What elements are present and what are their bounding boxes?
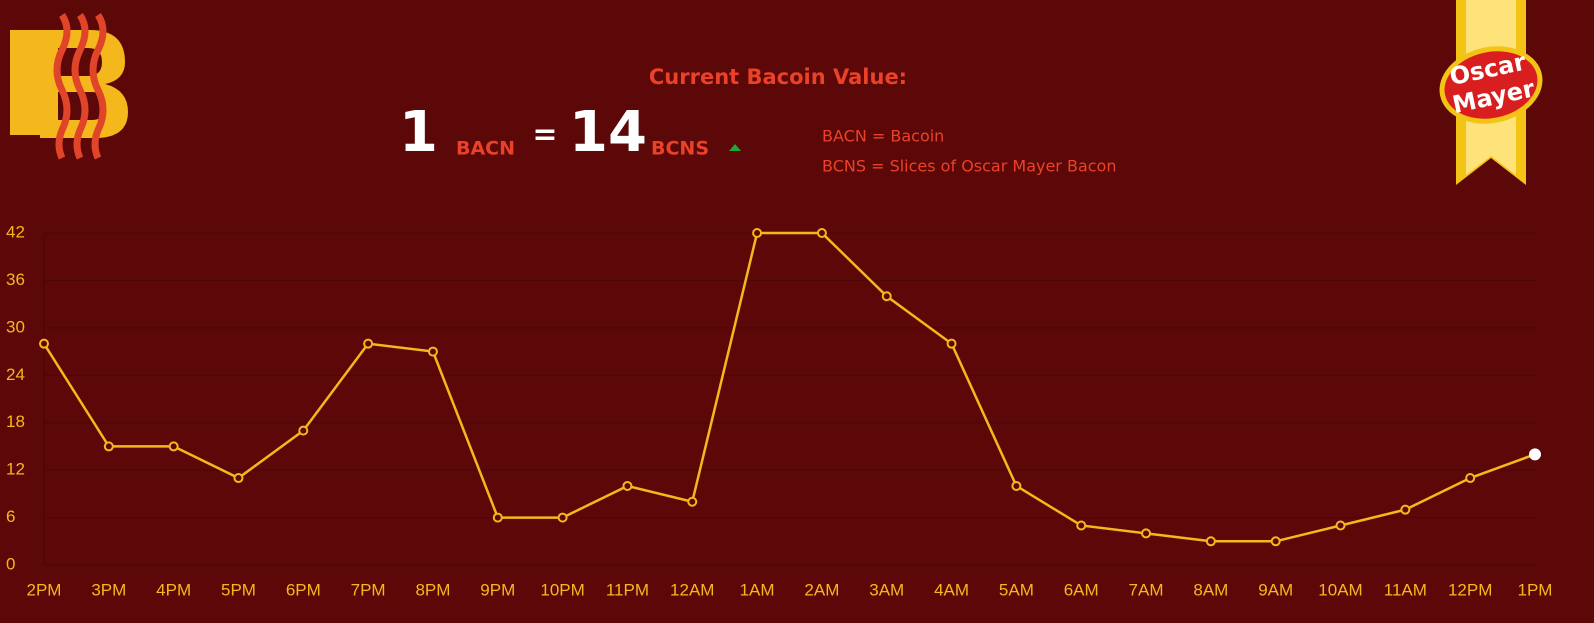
x-tick-label: 4AM — [934, 580, 969, 599]
y-tick-label: 42 — [6, 222, 25, 241]
bacoin-logo — [10, 13, 128, 160]
data-point — [946, 338, 957, 349]
x-tick-label: 9PM — [480, 580, 515, 599]
oscar-mayer-logo: Oscar Mayer — [1439, 0, 1543, 185]
data-point — [427, 346, 438, 357]
data-point — [1141, 528, 1152, 539]
x-tick-label: 1AM — [740, 580, 775, 599]
data-point — [298, 425, 309, 436]
x-tick-label: 8PM — [415, 580, 450, 599]
data-point — [39, 338, 49, 349]
x-tick-label: 2AM — [804, 580, 839, 599]
x-tick-label: 2PM — [27, 580, 62, 599]
x-tick-label: 3AM — [869, 580, 904, 599]
data-point — [1335, 520, 1346, 531]
data-point — [752, 228, 763, 238]
x-tick-label: 10PM — [540, 580, 584, 599]
x-tick-label: 6PM — [286, 580, 321, 599]
header-title: Current Bacoin Value: — [649, 65, 907, 89]
x-tick-label: 9AM — [1258, 580, 1293, 599]
x-tick-label: 1PM — [1518, 580, 1553, 599]
data-point — [1465, 473, 1476, 484]
data-point — [492, 512, 503, 523]
x-tick-label: 5PM — [221, 580, 256, 599]
price-unit: BCNS — [651, 138, 709, 160]
data-point — [816, 228, 827, 238]
y-tick-label: 12 — [6, 460, 25, 479]
chart: 0 6 12 18 24 30 36 42 2PM 3PM 4PM 5PM 6PM 7PM 8PM 9PM 10… — [6, 222, 1552, 599]
data-point — [168, 441, 179, 452]
y-tick-label: 24 — [6, 365, 25, 384]
data-point — [1400, 504, 1411, 515]
data-point — [687, 496, 698, 507]
x-tick-label: 3PM — [91, 580, 126, 599]
data-point — [233, 473, 244, 484]
data-point — [1205, 536, 1216, 547]
amount-unit: BACN — [456, 138, 515, 160]
x-tick-label: 10AM — [1318, 580, 1362, 599]
up-indicator — [729, 144, 741, 151]
y-tick-label: 30 — [6, 317, 25, 336]
y-tick-label: 6 — [6, 507, 15, 526]
equals: = — [532, 118, 557, 153]
data-point — [1529, 448, 1541, 461]
x-tick-label: 8AM — [1193, 580, 1228, 599]
data-line — [42, 231, 1536, 543]
price: 14 — [569, 100, 647, 165]
definition: BCNS = Slices of Oscar Mayer Bacon — [822, 157, 1116, 176]
data-point — [363, 338, 374, 349]
data-point — [1076, 520, 1087, 531]
data-point — [1270, 536, 1281, 547]
data-point — [881, 291, 892, 302]
x-tick-label: 11PM — [606, 580, 649, 599]
x-tick-label: 11AM — [1384, 580, 1427, 599]
x-tick-label: 12AM — [670, 580, 714, 599]
x-tick-label: 12PM — [1448, 580, 1492, 599]
data-point — [622, 480, 633, 491]
data-point — [103, 441, 114, 452]
x-tick-label: 7PM — [351, 580, 386, 599]
x-tick-label: 6AM — [1064, 580, 1099, 599]
data-point — [1011, 480, 1022, 491]
x-tick-label: 4PM — [156, 580, 191, 599]
data-point — [557, 512, 568, 523]
x-tick-label: 5AM — [999, 580, 1034, 599]
x-tick-label: 7AM — [1129, 580, 1164, 599]
y-tick-label: 18 — [6, 412, 25, 431]
y-tick-label: 0 — [6, 554, 15, 573]
amount: 1 — [399, 100, 438, 165]
definition: BACN = Bacoin — [822, 127, 944, 146]
y-tick-label: 36 — [6, 270, 25, 289]
